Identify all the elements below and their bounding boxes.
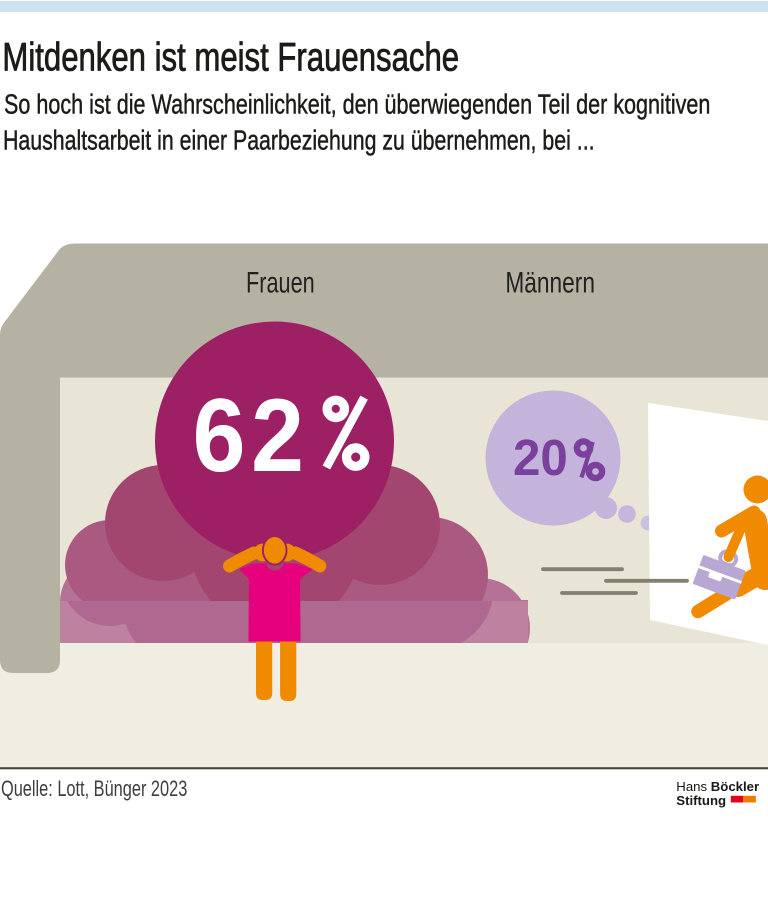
svg-text:Mitdenken ist meist Frauensach: Mitdenken ist meist Frauensache [2, 35, 459, 79]
svg-text:62: 62 [193, 378, 310, 494]
svg-text:Frauen: Frauen [246, 265, 315, 299]
svg-text:Männern: Männern [505, 265, 595, 299]
svg-text:Haushaltsarbeit in einer Paarb: Haushaltsarbeit in einer Paarbeziehung z… [3, 126, 595, 156]
svg-text:20: 20 [513, 429, 568, 486]
svg-text:Hans Böckler: Hans Böckler [676, 779, 759, 794]
svg-text:Stiftung: Stiftung [676, 793, 726, 808]
svg-text:So hoch ist die Wahrscheinlich: So hoch ist die Wahrscheinlichkeit, den … [4, 90, 710, 120]
svg-text:Quelle: Lott, Bünger 2023: Quelle: Lott, Bünger 2023 [1, 777, 187, 802]
